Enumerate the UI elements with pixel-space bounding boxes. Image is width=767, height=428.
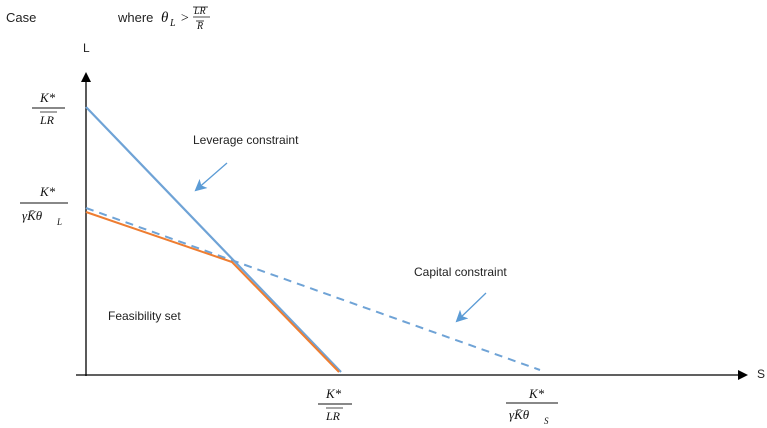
fraction-denominator: LR (39, 113, 55, 127)
fraction-numerator: K* (39, 90, 56, 105)
capital-constraint-label: Capital constraint (414, 265, 507, 279)
x-intercept-leverage-fraction: K* LR (318, 386, 352, 423)
where-text: where (117, 10, 153, 25)
leverage-arrow (194, 162, 228, 192)
fraction-denominator: LR (325, 409, 341, 423)
x-axis-label: S (757, 367, 765, 381)
feasibility-set-label: Feasibility set (108, 309, 181, 323)
theta-subscript: L (169, 18, 176, 29)
fraction-denominator: γK̄θ (22, 208, 43, 223)
fraction-denominator-subscript: L (56, 217, 62, 227)
greater-than-sign: > (180, 11, 189, 26)
y-axis-label: L (83, 41, 90, 55)
y-intercept-leverage-fraction: K* LR (32, 90, 65, 127)
fraction-numerator: K* (528, 386, 545, 401)
x-intercept-capital-fraction: K* γK̄θ S (506, 386, 558, 426)
feasibility-frontier-line (85, 211, 340, 373)
case-header: Case where θ L > LR R (6, 6, 210, 32)
y-intercept-capital-fraction: K* γK̄θ L (20, 184, 68, 227)
leverage-constraint-label: Leverage constraint (193, 133, 299, 147)
fraction-numerator: K* (39, 184, 56, 199)
leverage-constraint-line (85, 106, 342, 373)
fraction-denominator-subscript: S (544, 416, 549, 426)
condition-numerator: LR (193, 6, 206, 17)
case-label: Case (6, 10, 36, 25)
capital-arrow (455, 292, 487, 323)
fraction-numerator: K* (325, 386, 342, 401)
fraction-denominator: γK̄θ (509, 407, 530, 422)
theta-symbol: θ (161, 10, 169, 26)
capital-constraint-line (85, 207, 541, 371)
condition-denominator: R (196, 21, 203, 32)
